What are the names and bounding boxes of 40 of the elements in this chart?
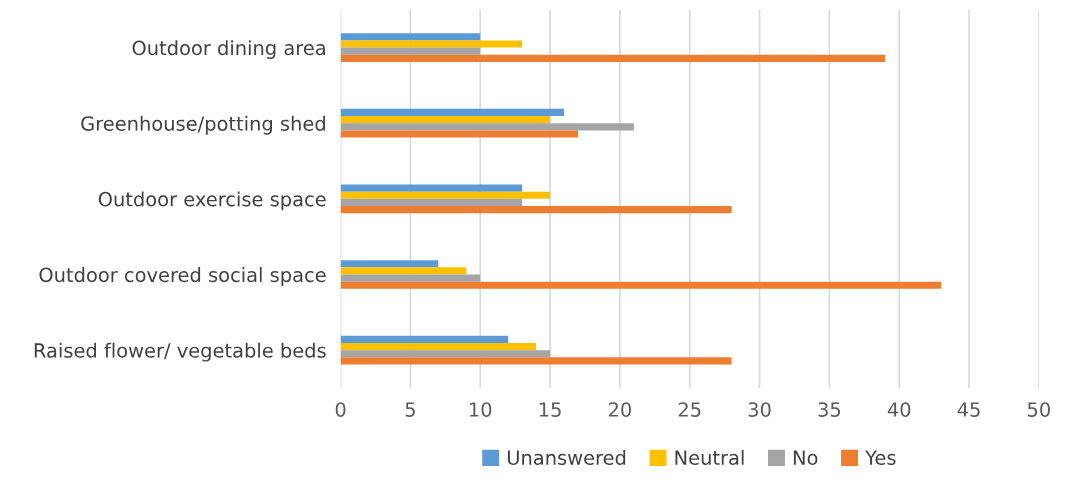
bar [340, 33, 481, 41]
x-tick-label: 10 [470, 402, 492, 417]
legend-label: Yes [865, 450, 896, 466]
bar [340, 123, 634, 131]
bar [340, 206, 732, 214]
x-tick-label: 15 [539, 402, 561, 417]
bar [340, 191, 551, 199]
x-tick-label: 30 [748, 402, 771, 417]
x-tick-label: 40 [887, 402, 911, 417]
bar [340, 357, 732, 365]
legend-label: Unanswered [507, 449, 626, 466]
y-tick-label: Greenhouse/potting shed [81, 115, 325, 135]
x-tick-label: 0 [335, 402, 346, 417]
x-tick-label: 25 [678, 402, 701, 417]
legend-label: No [793, 450, 818, 466]
x-tick-label: 5 [405, 402, 415, 417]
bar [340, 184, 523, 192]
bar [340, 274, 481, 282]
x-tick-label: 20 [608, 402, 631, 417]
bar [340, 130, 578, 138]
bar [340, 108, 565, 117]
legend-label: Neutral [675, 449, 744, 466]
x-tick-label: 45 [957, 402, 980, 417]
y-tick-label: Raised flower/ vegetable beds [34, 342, 326, 362]
bar [340, 342, 537, 351]
bar [340, 267, 467, 275]
bar [340, 260, 439, 268]
bar [340, 350, 551, 358]
bar [340, 40, 523, 48]
bar [340, 47, 481, 55]
y-tick-label: Outdoor dining area [132, 40, 325, 60]
bar [340, 281, 942, 289]
y-tick-label: Outdoor covered social space [39, 267, 326, 286]
bar [340, 116, 551, 124]
bar [340, 54, 886, 62]
x-tick-label: 35 [818, 402, 841, 417]
y-tick-label: Outdoor exercise space [98, 191, 326, 211]
bar [340, 335, 509, 343]
x-tick-label: 50 [1028, 402, 1050, 417]
bar [340, 198, 523, 207]
